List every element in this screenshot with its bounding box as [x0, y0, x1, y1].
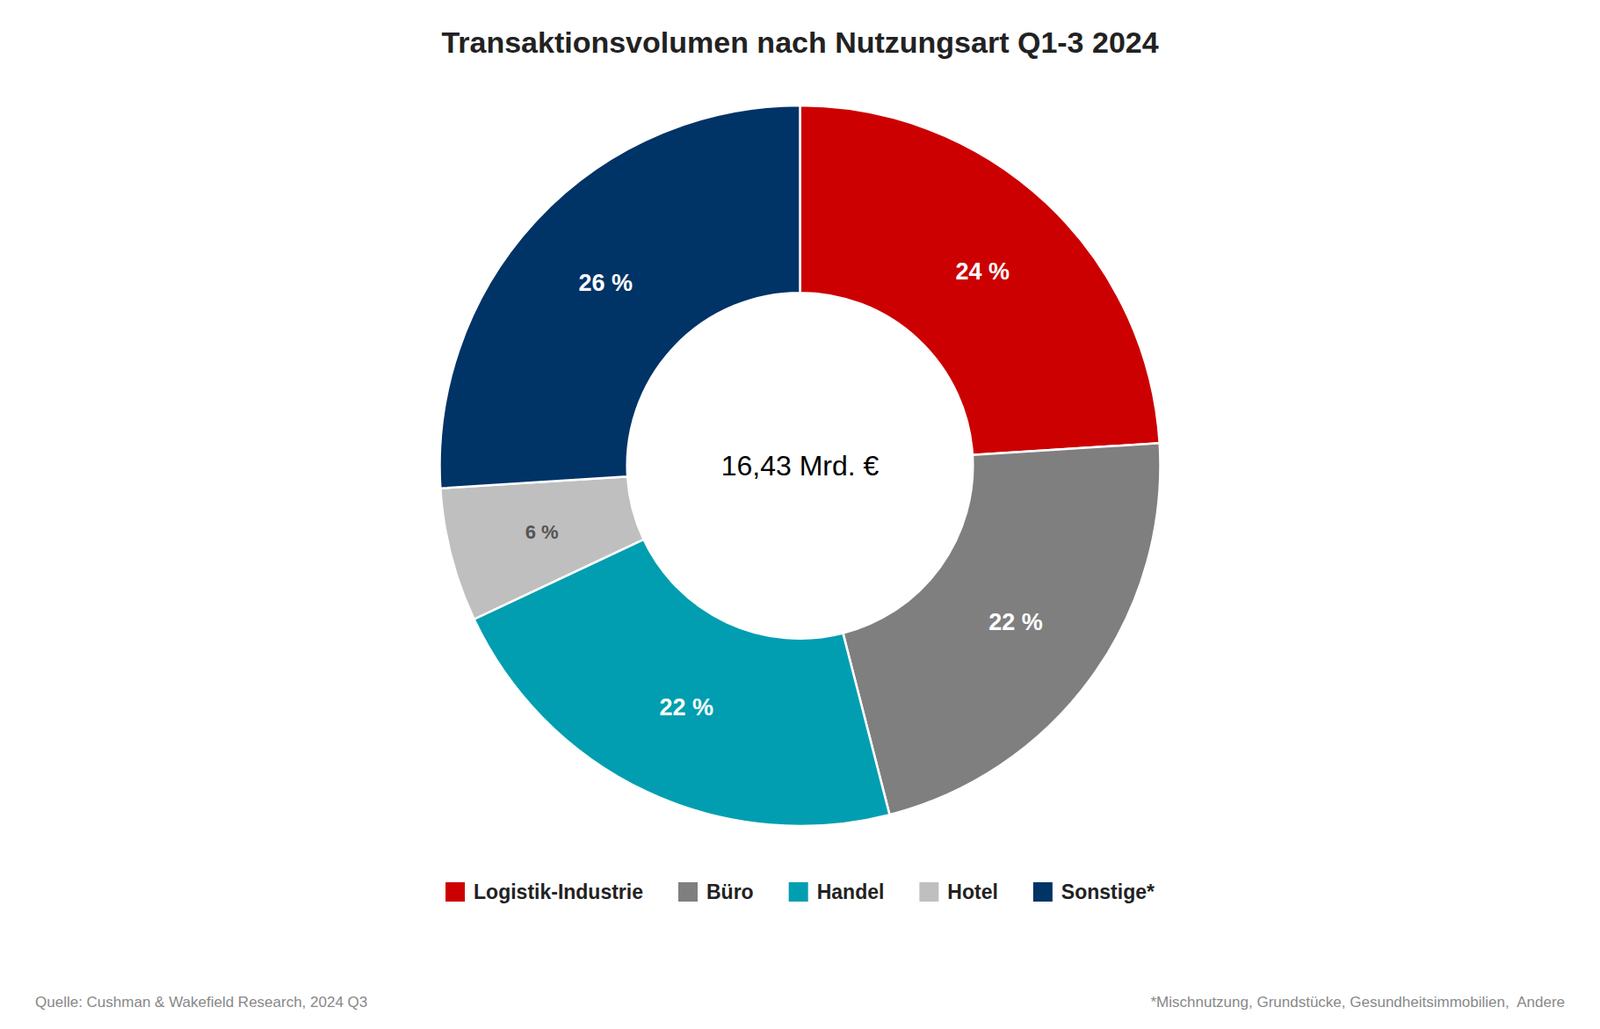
slice: [842, 442, 1160, 815]
data-label: 26 %: [579, 269, 634, 297]
legend-item: Sonstige*: [1033, 880, 1155, 904]
legend-swatch: [789, 882, 809, 902]
data-label: 22 %: [988, 608, 1043, 636]
data-labels: 24 % 22 % 22 % 6 % 26 %: [525, 258, 1043, 721]
legend-swatch: [678, 882, 698, 902]
legend-item: Büro: [678, 880, 754, 904]
legend-label: Logistik-Industrie: [473, 880, 644, 904]
legend-label: Handel: [817, 880, 885, 904]
data-label: 22 %: [659, 694, 715, 721]
title: Transaktionsvolumen nach Nutzungsart Q1-…: [441, 25, 1159, 59]
donut: 24 % 22 % 22 % 6 % 26 % 16,43 Mrd. €: [439, 105, 1160, 826]
data-label: 6 %: [525, 521, 559, 543]
source: Quelle: Cushman & Wakefield Research, 20…: [35, 993, 368, 1011]
footnote: *Mischnutzung, Grundstücke, Gesundheitsi…: [1150, 993, 1565, 1011]
center-text: 16,43 Mrd. €: [721, 449, 880, 482]
legend-swatch: [445, 882, 465, 902]
slices: [439, 105, 1160, 826]
legend-label: Büro: [706, 880, 754, 904]
data-label: 24 %: [955, 258, 1010, 285]
legend-item: Logistik-Industrie: [445, 880, 644, 904]
slice: [440, 476, 644, 619]
legend-label: Sonstige*: [1061, 880, 1155, 904]
legend-swatch: [919, 882, 939, 902]
legend-label: Hotel: [947, 880, 999, 904]
legend-swatch: [1033, 882, 1053, 902]
chart: Transaktionsvolumen nach Nutzungsart Q1-…: [0, 0, 1600, 1029]
slice: [439, 105, 800, 489]
legend-item: Hotel: [919, 880, 999, 904]
slice: [800, 105, 1160, 456]
legend-item: Handel: [789, 880, 885, 904]
legend: Logistik-Industrie Büro Handel Hotel Sonstig…: [445, 880, 1155, 904]
